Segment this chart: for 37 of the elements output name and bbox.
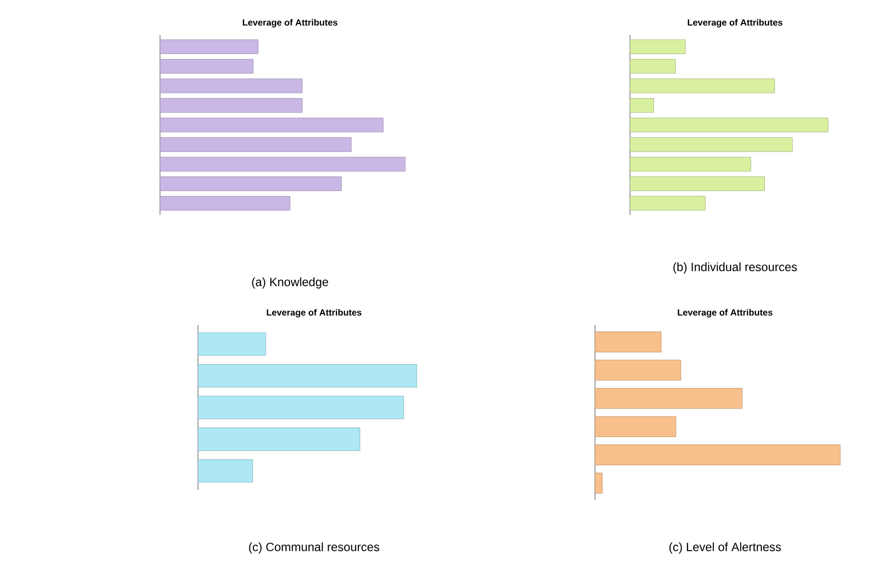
- bar: [160, 156, 406, 172]
- bar: [160, 78, 302, 94]
- bar: [198, 428, 360, 451]
- bar: [630, 59, 676, 74]
- bar: [198, 332, 266, 356]
- bar: [630, 196, 706, 210]
- bar: [160, 176, 342, 191]
- bar: [160, 39, 258, 54]
- bar: [160, 118, 384, 132]
- chart-title: Leverage of Attributes: [688, 19, 782, 28]
- text: (b) Individual resources: [673, 262, 797, 274]
- bar: [198, 396, 404, 420]
- text: (a) Knowledge: [252, 277, 328, 289]
- text: (c) Communal resources: [249, 542, 380, 554]
- bar: [630, 137, 793, 152]
- bar: [630, 156, 752, 172]
- bar: [630, 39, 686, 54]
- bar: [595, 472, 603, 494]
- bar: [630, 176, 765, 191]
- bar: [198, 459, 253, 483]
- bar: [160, 137, 352, 152]
- chart-title: Leverage of Attributes: [242, 19, 338, 28]
- chart-title: Leverage of Attributes: [678, 309, 772, 318]
- bar: [595, 360, 682, 381]
- bar: [160, 98, 302, 113]
- bar: [595, 332, 662, 352]
- bar: [595, 444, 840, 466]
- bar: [630, 118, 828, 132]
- bar: [630, 98, 654, 113]
- bar: [595, 416, 676, 437]
- chart-title: Leverage of Attributes: [266, 309, 362, 318]
- bar: [198, 364, 418, 388]
- bar: [595, 388, 742, 409]
- bar: [630, 78, 775, 94]
- text: (c) Level of Alertness: [669, 542, 781, 554]
- bar: [160, 59, 254, 74]
- bar: [160, 196, 290, 210]
